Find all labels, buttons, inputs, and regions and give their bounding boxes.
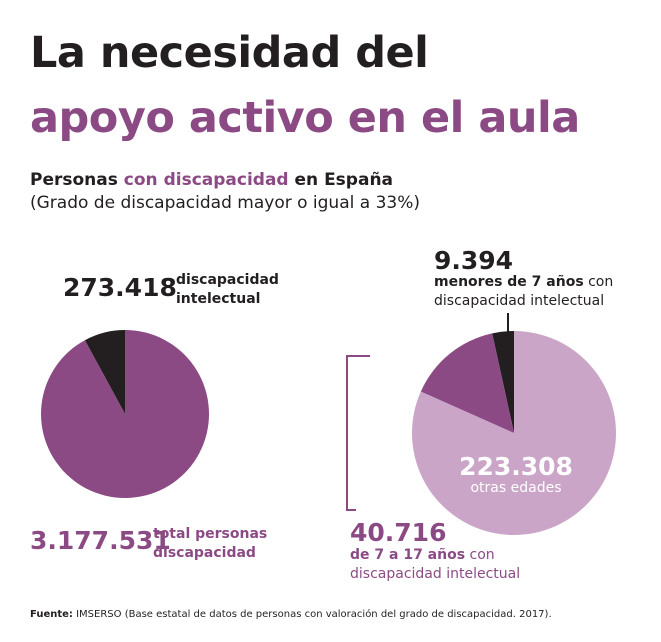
value-other-ages: 223.308 bbox=[459, 452, 573, 481]
pie-total-slice-1 bbox=[41, 330, 210, 499]
value-under-7: 9.394 bbox=[434, 246, 514, 275]
label-total-line-2: discapacidad bbox=[153, 545, 256, 561]
label-under-7: menores de 7 años con discapacidad intel… bbox=[434, 273, 613, 311]
title-line-1: La necesidad del bbox=[30, 28, 429, 78]
label-intellectual-line-2: intelectual bbox=[176, 291, 261, 307]
pie-intellectual-slice-2 bbox=[420, 333, 514, 433]
value-age-7-17: 40.716 bbox=[350, 518, 447, 547]
subtitle-part-3: en España bbox=[294, 170, 394, 190]
label-age-7-17-line-2: discapacidad intelectual bbox=[350, 566, 521, 582]
connector-age-7-17 bbox=[346, 355, 370, 511]
label-under-7-line-2: discapacidad intelectual bbox=[434, 293, 605, 309]
pie-chart-total bbox=[41, 330, 210, 499]
pie-total-slice-0 bbox=[84, 330, 125, 414]
subtitle-line-2: (Grado de discapacidad mayor o igual a 3… bbox=[30, 193, 420, 213]
source-text: IMSERSO (Base estatal de datos de person… bbox=[76, 609, 552, 620]
subtitle-highlight: con discapacidad bbox=[123, 170, 289, 190]
pie-intellectual-slice-0 bbox=[492, 331, 514, 433]
title-line-2: apoyo activo en el aula bbox=[30, 93, 580, 143]
label-intellectual-line-1: discapacidad bbox=[176, 272, 279, 288]
label-age-7-17-con: con bbox=[469, 547, 495, 563]
label-under-7-bold: menores de 7 años bbox=[434, 274, 584, 290]
label-total-line-1: total personas bbox=[153, 526, 268, 542]
pie-chart-intellectual bbox=[411, 331, 616, 535]
pie-intellectual-slice-1 bbox=[411, 331, 616, 535]
subtitle-part-1: Personas bbox=[30, 170, 118, 190]
label-age-7-17: de 7 a 17 años con discapacidad intelect… bbox=[350, 546, 520, 584]
label-intellectual: discapacidad intelectual bbox=[176, 271, 279, 309]
label-age-7-17-bold: de 7 a 17 años bbox=[350, 547, 466, 563]
subtitle: Personas con discapacidad en España bbox=[30, 170, 393, 190]
value-intellectual: 273.418 bbox=[63, 273, 177, 302]
label-other-ages: otras edades bbox=[470, 480, 562, 496]
source-label: Fuente: bbox=[30, 609, 73, 620]
value-total: 3.177.531 bbox=[30, 526, 171, 555]
label-total: total personas discapacidad bbox=[153, 525, 267, 563]
source-note: Fuente: IMSERSO (Base estatal de datos d… bbox=[30, 609, 552, 620]
label-under-7-con: con bbox=[588, 274, 614, 290]
